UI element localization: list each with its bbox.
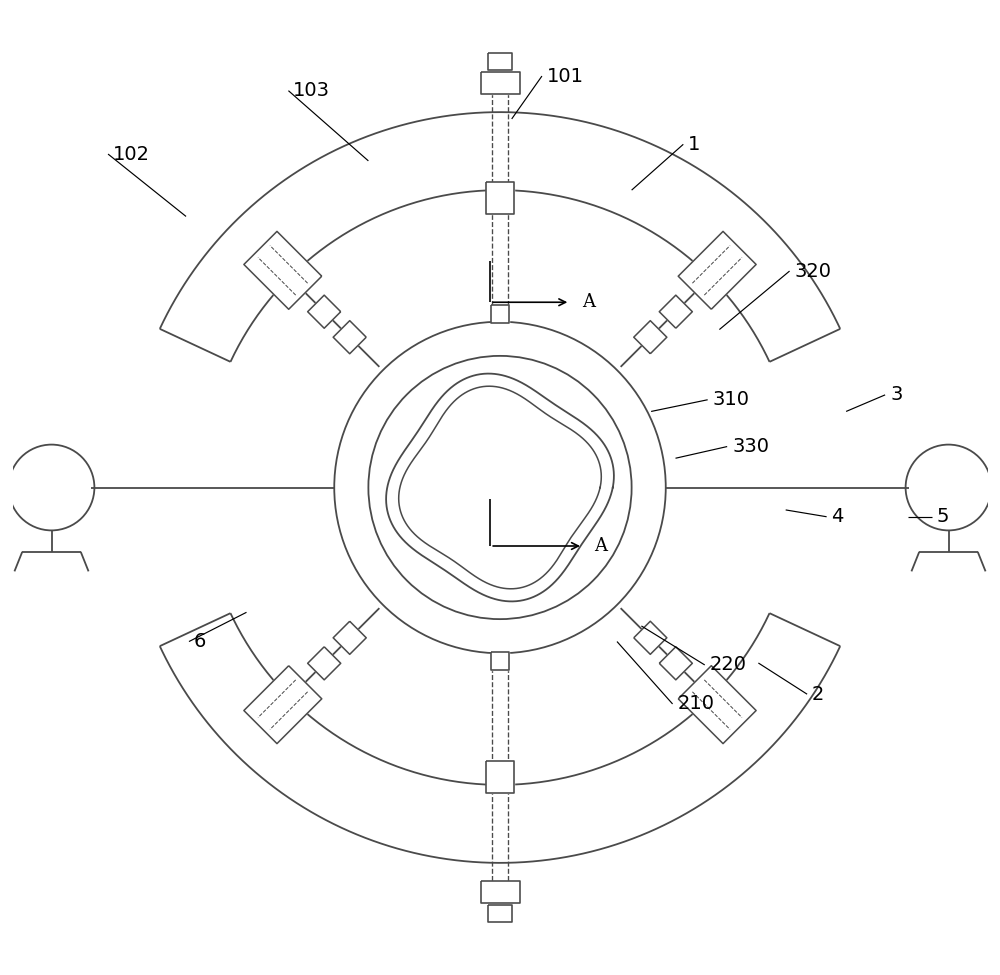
Text: 330: 330 xyxy=(732,437,769,456)
Text: 102: 102 xyxy=(113,144,150,164)
Polygon shape xyxy=(244,666,322,744)
Polygon shape xyxy=(659,646,692,680)
Polygon shape xyxy=(333,621,366,654)
Text: 210: 210 xyxy=(677,694,714,714)
Polygon shape xyxy=(634,621,667,654)
Polygon shape xyxy=(491,305,509,323)
Text: 5: 5 xyxy=(937,507,949,526)
Text: 3: 3 xyxy=(890,385,902,405)
Text: A: A xyxy=(595,537,608,555)
Text: 310: 310 xyxy=(713,390,750,409)
Text: 220: 220 xyxy=(710,655,747,675)
Text: 103: 103 xyxy=(293,81,330,100)
Polygon shape xyxy=(488,53,512,70)
Polygon shape xyxy=(659,295,692,329)
Polygon shape xyxy=(488,905,512,922)
Polygon shape xyxy=(480,881,520,903)
Polygon shape xyxy=(486,182,514,214)
Polygon shape xyxy=(244,231,322,309)
Polygon shape xyxy=(486,761,514,793)
Text: 1: 1 xyxy=(688,135,701,154)
Polygon shape xyxy=(333,321,366,354)
Polygon shape xyxy=(308,295,341,329)
Polygon shape xyxy=(480,72,520,94)
Text: 2: 2 xyxy=(812,684,824,704)
Polygon shape xyxy=(678,231,756,309)
Polygon shape xyxy=(634,321,667,354)
Polygon shape xyxy=(678,666,756,744)
Text: 101: 101 xyxy=(547,66,584,86)
Text: A: A xyxy=(582,293,595,311)
Text: 4: 4 xyxy=(832,507,844,526)
Text: 320: 320 xyxy=(794,261,831,281)
Text: 6: 6 xyxy=(194,632,206,651)
Polygon shape xyxy=(308,646,341,680)
Polygon shape xyxy=(491,652,509,670)
